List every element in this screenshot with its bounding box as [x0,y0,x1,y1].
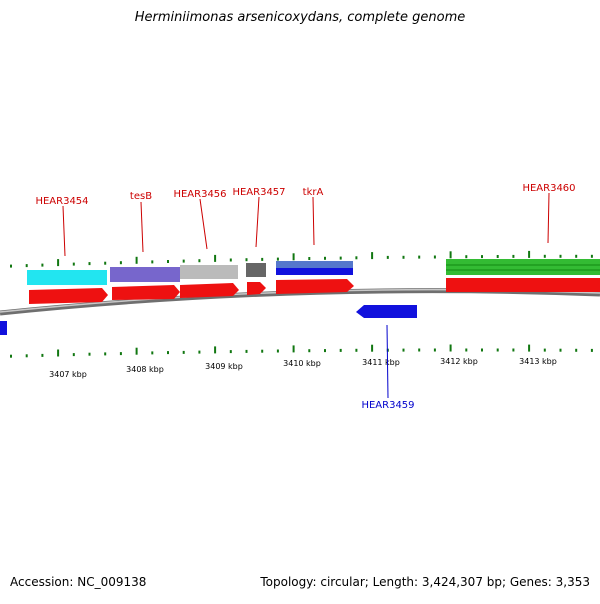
gene-label-tesB[interactable]: tesB [130,191,152,202]
kbp-label-3410: 3410 kbp [283,359,321,368]
kbp-label-3409: 3409 kbp [205,362,243,371]
accession-text: Accession: NC_009138 [10,575,147,589]
leader-HEAR3460 [547,192,550,244]
gene-label-leaders [62,192,550,399]
gene-arrow-HEAR3454[interactable] [29,288,108,304]
gene-arrow-HEAR3456[interactable] [180,283,239,298]
plus-strand-genes [29,278,600,304]
map-title: Herminiimonas arsenicoxydans, complete g… [134,10,466,25]
leader-HEAR3459 [386,324,389,399]
kbp-scale-labels: 3407 kbp 3408 kbp 3409 kbp 3410 kbp 3411… [49,357,557,379]
gene-label-HEAR3459[interactable]: HEAR3459 [361,400,414,411]
leader-HEAR3457 [255,196,260,248]
gene-label-HEAR3454[interactable]: HEAR3454 [35,196,88,207]
gene-arrow-tkrA[interactable] [276,279,354,294]
feature-block-tkrA-top[interactable] [276,261,353,269]
leader-tesB [140,201,144,253]
feature-block-tkrA-bottom[interactable] [276,268,353,275]
kbp-label-3407: 3407 kbp [49,370,87,379]
gene-arrow-HEAR3460[interactable] [446,278,600,292]
feature-block-HEAR3454[interactable] [27,270,107,285]
topology-text: Topology: circular; Length: 3,424,307 bp… [260,575,590,589]
leader-tkrA [312,196,315,246]
gene-arrow-HEAR3459[interactable] [356,305,417,318]
feature-block-HEAR3460[interactable] [446,259,600,275]
scale-ticks-bottom [10,344,593,358]
kbp-label-3411: 3411 kbp [362,358,400,367]
gene-arrow-HEAR3457[interactable] [247,282,266,295]
kbp-label-3412: 3412 kbp [440,357,478,366]
feature-track [27,259,600,285]
gene-label-HEAR3460[interactable]: HEAR3460 [522,183,575,194]
gene-label-HEAR3456[interactable]: HEAR3456 [173,189,226,200]
feature-block-tesB[interactable] [110,267,180,282]
feature-block-HEAR3457[interactable] [246,263,266,277]
leader-HEAR3456 [199,198,208,250]
leader-HEAR3454 [62,205,66,257]
feature-block-HEAR3456[interactable] [180,265,238,279]
gene-arrow-tesB[interactable] [112,285,180,300]
gene-label-tkrA[interactable]: tkrA [303,187,324,198]
gene-label-HEAR3457[interactable]: HEAR3457 [232,187,285,198]
scale-ticks-top [10,250,593,268]
kbp-label-3408: 3408 kbp [126,365,164,374]
gene-labels: HEAR3454 tesB HEAR3456 HEAR3457 tkrA HEA… [35,183,575,411]
gene-minus-left-edge[interactable] [0,321,7,335]
kbp-label-3413: 3413 kbp [519,357,557,366]
